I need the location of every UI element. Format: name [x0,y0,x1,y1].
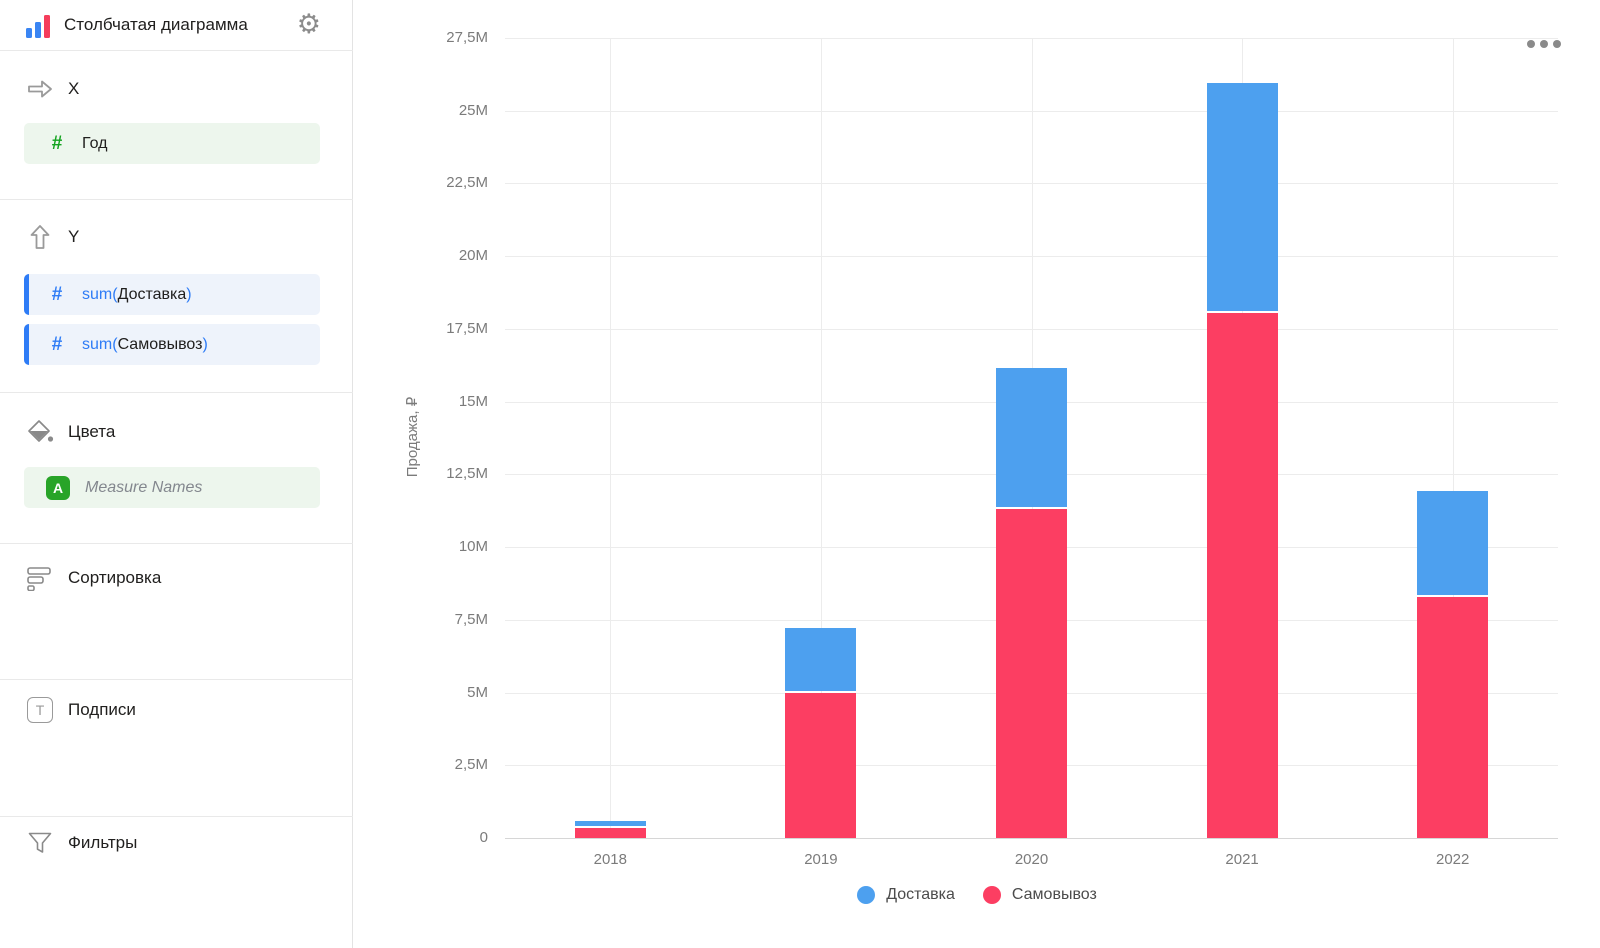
bar-segment-самовывоз[interactable] [574,828,646,838]
sidebar-header: Столбчатая диаграмма ⚙ [0,0,353,51]
x-tick-label: 2021 [1225,851,1259,868]
y-tick-label: 10M [458,538,488,556]
bar-segment-доставка[interactable] [996,367,1067,508]
bar-segment-доставка[interactable] [1417,491,1489,595]
legend-label: Доставка [886,886,955,903]
section-colors-label: Цвета [68,422,116,441]
gear-icon[interactable]: ⚙ [296,9,321,40]
y-tick-label: 15M [458,392,488,410]
y-tick-label: 0 [479,829,488,846]
more-menu-icon[interactable] [1527,40,1561,48]
section-filters-label: Фильтры [68,833,138,852]
number-field-icon: # [51,333,63,355]
text-label-icon: T [26,697,54,723]
section-x: X # Год [0,51,353,200]
aggregation-suffix: ) [186,285,192,303]
bar-segment-самовывоз[interactable] [1417,596,1489,838]
field-chip-sum-dostavka[interactable]: # sum(Доставка) [24,274,320,315]
gridline-vertical [820,38,822,838]
aggregation-prefix: sum( [82,335,118,353]
section-y: Y # sum(Доставка) # sum(Самовывоз) [0,200,353,393]
bar-segment-самовывоз[interactable] [996,509,1067,838]
legend-swatch [857,886,876,904]
filter-funnel-icon [26,830,54,856]
y-tick-label: 7,5M [454,610,488,628]
number-field-icon: # [51,283,63,305]
legend-item[interactable]: Доставка [857,886,955,904]
y-tick-label: 5M [467,683,488,701]
chart-type-title: Столбчатая диаграмма [64,15,248,34]
bar-segment-самовывоз[interactable] [785,692,857,838]
number-field-icon: # [51,132,63,154]
field-chip-god[interactable]: # Год [24,123,320,164]
y-tick-label: 12,5M [446,465,488,483]
section-labels: T Подписи [0,680,353,817]
bar-segment-самовывоз[interactable] [1206,312,1278,838]
x-tick-label: 2018 [593,851,627,868]
chart-canvas: Продажа, ₽ Доставка Самовывоз 0 2,5M 5M 7,5M… [354,0,1600,948]
section-y-label: Y [68,227,80,246]
measure-accent-bar [24,324,29,365]
field-chip-label: Самовывоз [117,335,203,353]
legend-label: Самовывоз [1011,886,1097,903]
gridline-vertical [610,38,612,838]
aggregation-suffix: ) [202,335,208,353]
legend: Доставка Самовывоз [354,886,1600,904]
paint-bucket-icon [26,419,54,445]
bar-segment-доставка[interactable] [1206,82,1278,311]
field-chip-label: Год [82,134,108,152]
x-tick-label: 2019 [804,851,838,868]
field-chip-label: Доставка [117,285,187,303]
section-labels-label: Подписи [68,700,136,719]
section-filters: Фильтры [0,817,353,948]
y-tick-label: 27,5M [446,29,488,46]
section-x-label: X [68,79,80,98]
section-sorting: Сортировка [0,544,353,680]
gridline-vertical [1452,38,1454,838]
section-sorting-label: Сортировка [68,568,162,587]
arrow-right-icon [26,79,54,99]
arrow-up-icon [26,224,54,250]
y-tick-label: 2,5M [454,756,488,774]
bar-segment-доставка[interactable] [574,821,646,827]
y-tick-label: 25M [458,101,488,119]
legend-item[interactable]: Самовывоз [982,886,1097,904]
field-chip-sum-samovyvoz[interactable]: # sum(Самовывоз) [24,324,320,365]
field-sidebar: Столбчатая диаграмма ⚙ X # Год Y # sum(Д… [0,0,353,948]
x-tick-label: 2020 [1014,851,1049,868]
y-tick-label: 22,5M [446,174,488,192]
aggregation-prefix: sum( [82,285,118,303]
field-chip-label: Measure Names [85,478,203,496]
legend-swatch [982,886,1001,904]
y-tick-label: 17,5M [446,319,488,337]
sorting-icon [26,565,54,591]
x-axis-line [505,838,1558,839]
section-colors: Цвета A Measure Names [0,393,353,544]
bar-chart-icon [26,12,50,38]
attribute-field-icon: A [46,475,70,500]
x-tick-label: 2022 [1436,851,1470,868]
y-tick-label: 20M [458,247,488,265]
field-chip-measure-names[interactable]: A Measure Names [24,467,320,508]
bar-segment-доставка[interactable] [785,628,857,691]
measure-accent-bar [24,274,29,315]
